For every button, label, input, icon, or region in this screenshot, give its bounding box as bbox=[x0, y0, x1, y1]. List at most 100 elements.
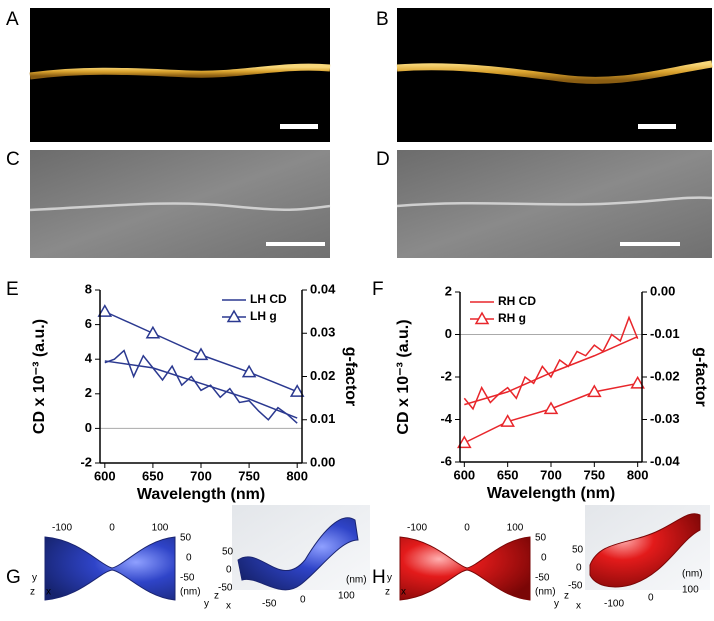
panel-label: A bbox=[6, 9, 19, 30]
x-tick-label: 700 bbox=[190, 468, 212, 483]
x-axis-label: Wavelength (nm) bbox=[487, 485, 615, 502]
marker bbox=[289, 384, 305, 397]
tick-label: -100 bbox=[407, 523, 427, 534]
unit: (nm) bbox=[682, 569, 703, 580]
y2-tick-label: -0.03 bbox=[650, 411, 680, 426]
tick-label: 100 bbox=[507, 523, 524, 534]
y2-axis-label: g-factor bbox=[692, 347, 709, 407]
x-tick-label: 750 bbox=[238, 468, 260, 483]
x-tick-label: 800 bbox=[627, 467, 649, 482]
legend-marker bbox=[226, 309, 242, 323]
tick-label: 50 bbox=[572, 545, 584, 556]
marker bbox=[241, 364, 257, 378]
axis-letter: z bbox=[214, 591, 219, 602]
marker bbox=[193, 347, 209, 361]
tick-label: 50 bbox=[222, 547, 234, 558]
series-line bbox=[464, 335, 638, 406]
y2-tick-label: 0.00 bbox=[650, 283, 675, 298]
tick-label: -100 bbox=[52, 523, 72, 534]
fiber bbox=[29, 63, 331, 80]
tick-label: -100 bbox=[604, 599, 624, 610]
marker bbox=[97, 304, 113, 317]
axis-letter: x bbox=[401, 587, 406, 598]
x-tick-label: 600 bbox=[453, 467, 475, 482]
legend-label: LH g bbox=[250, 309, 277, 323]
x-tick-label: 650 bbox=[497, 467, 519, 482]
model-perspective bbox=[237, 517, 359, 591]
y2-tick-label: 0.01 bbox=[310, 411, 335, 426]
tick-label: -50 bbox=[262, 599, 277, 610]
unit: (nm) bbox=[535, 587, 556, 598]
y-tick-label: 6 bbox=[85, 316, 92, 331]
marker bbox=[500, 414, 515, 427]
tick-label: 0 bbox=[541, 553, 547, 564]
scale-bar bbox=[266, 242, 325, 246]
fiber bbox=[396, 60, 713, 84]
x-tick-label: 750 bbox=[583, 467, 605, 482]
panel-label: H bbox=[372, 567, 386, 588]
legend-label: RH CD bbox=[498, 294, 536, 308]
series-line bbox=[104, 360, 298, 419]
axis-letter: y bbox=[554, 599, 559, 610]
y2-tick-label: 0.03 bbox=[310, 325, 335, 340]
y-tick-label: 2 bbox=[85, 385, 92, 400]
tick-label: 0 bbox=[648, 593, 654, 604]
model-front bbox=[399, 536, 531, 601]
scale-bar bbox=[638, 124, 676, 129]
axis-letter: x bbox=[226, 601, 231, 612]
marker bbox=[587, 384, 602, 398]
panel-label: E bbox=[6, 279, 19, 300]
axis-letter: y bbox=[32, 573, 37, 584]
tick-label: 0 bbox=[109, 523, 115, 534]
panel-label: D bbox=[376, 149, 390, 170]
y2-tick-label: 0.02 bbox=[310, 368, 335, 383]
panel-label: C bbox=[6, 149, 20, 170]
fiber bbox=[29, 202, 331, 212]
scale-bar bbox=[620, 242, 680, 246]
axis-letter: z bbox=[564, 591, 569, 602]
x-tick-label: 800 bbox=[286, 468, 308, 483]
unit: (nm) bbox=[180, 587, 201, 598]
x-tick-label: 700 bbox=[540, 467, 562, 482]
tick-label: -50 bbox=[568, 581, 583, 592]
tick-label: 0 bbox=[464, 523, 470, 534]
y2-tick-label: -0.02 bbox=[650, 368, 680, 383]
tick-label: 0 bbox=[576, 563, 582, 574]
y-tick-label: -2 bbox=[80, 454, 92, 469]
tick-label: 0 bbox=[300, 595, 306, 606]
model-front bbox=[44, 536, 176, 601]
series-line bbox=[104, 349, 298, 424]
y-tick-label: 0 bbox=[445, 326, 452, 341]
y-tick-label: 2 bbox=[445, 283, 452, 298]
tick-label: 50 bbox=[180, 533, 192, 544]
tick-label: 0 bbox=[226, 565, 232, 576]
y2-tick-label: 0.04 bbox=[310, 281, 336, 296]
tick-label: -50 bbox=[180, 573, 195, 584]
x-axis-label: Wavelength (nm) bbox=[137, 486, 265, 503]
scale-bar bbox=[280, 124, 318, 129]
y-tick-label: 4 bbox=[85, 351, 93, 366]
axis-letter: y bbox=[387, 573, 392, 584]
y2-tick-label: 0.00 bbox=[310, 454, 335, 469]
marker bbox=[145, 325, 161, 339]
y2-tick-label: -0.01 bbox=[650, 326, 680, 341]
tick-label: 100 bbox=[682, 585, 699, 596]
tick-label: 0 bbox=[186, 553, 192, 564]
y-axis-label: CD x 10⁻³ (a.u.) bbox=[31, 319, 48, 434]
panel-label: G bbox=[6, 567, 21, 588]
y-tick-label: -2 bbox=[440, 368, 452, 383]
tick-label: 100 bbox=[338, 591, 355, 602]
tick-label: -50 bbox=[535, 573, 550, 584]
unit: (nm) bbox=[346, 575, 367, 586]
marker bbox=[457, 435, 472, 449]
y-tick-label: 0 bbox=[85, 420, 92, 435]
marker bbox=[543, 401, 559, 415]
y2-tick-label: -0.04 bbox=[650, 453, 680, 468]
y-tick-label: -4 bbox=[440, 411, 452, 426]
model-perspective bbox=[589, 513, 701, 588]
axis-letter: y bbox=[204, 599, 209, 610]
fiber bbox=[396, 196, 713, 208]
marker bbox=[630, 375, 645, 389]
y-axis-label: CD x 10⁻³ (a.u.) bbox=[395, 319, 412, 434]
